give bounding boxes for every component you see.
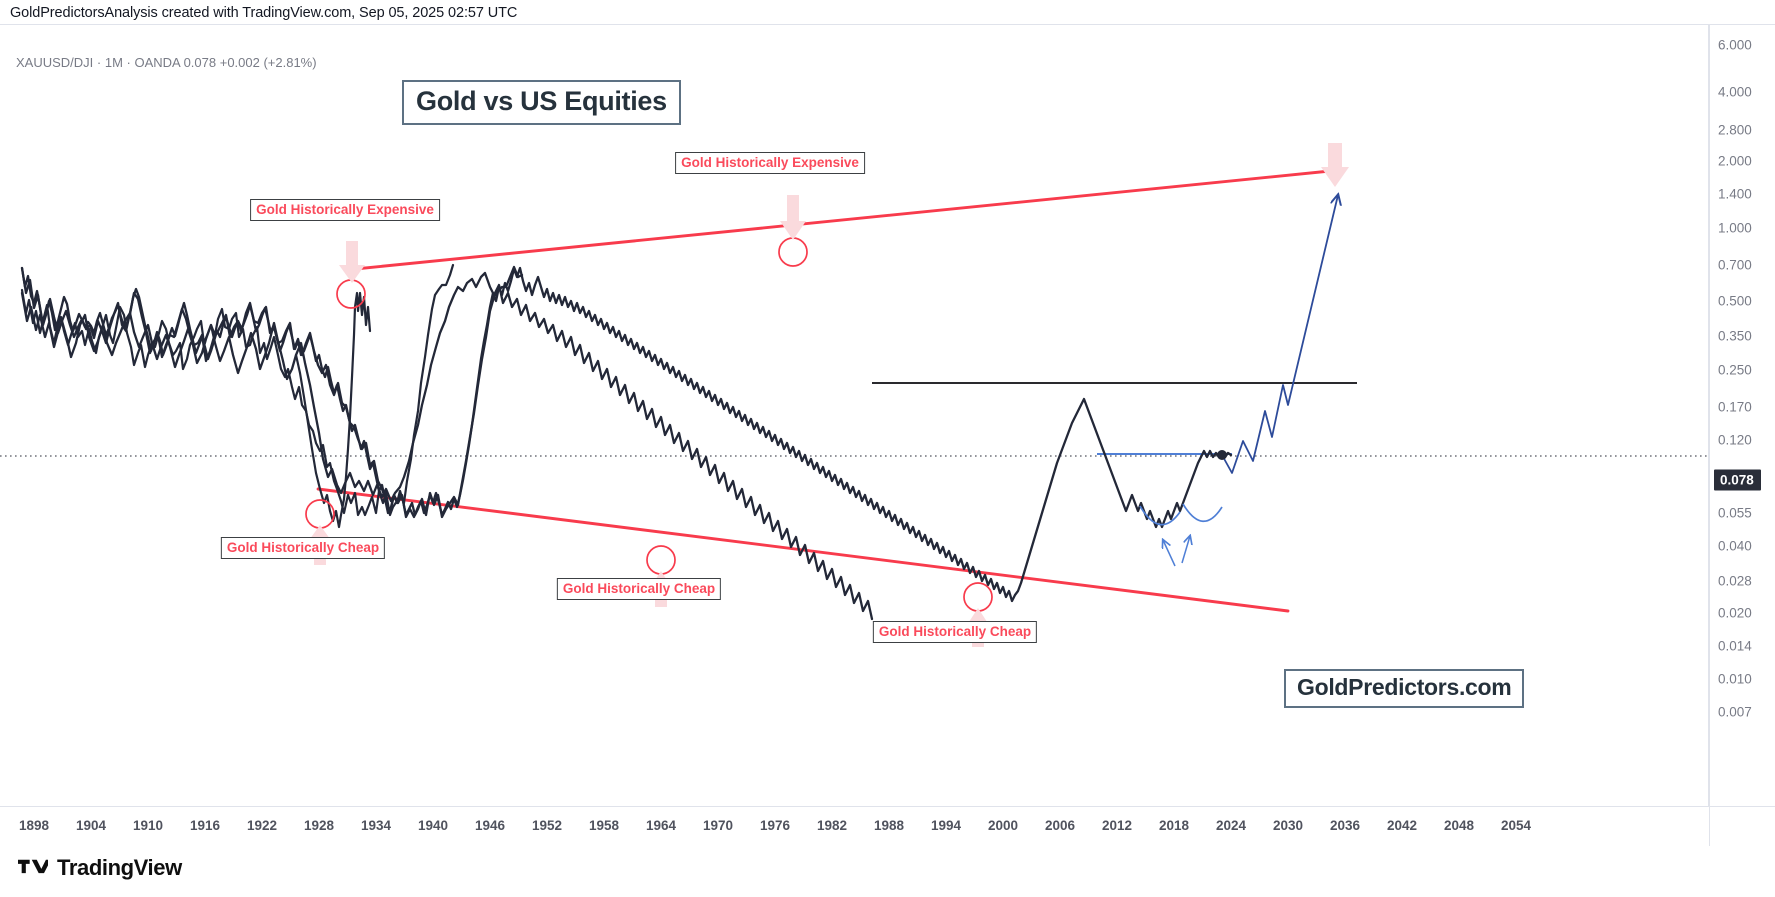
tradingview-logo-text: TradingView: [57, 855, 182, 880]
annotation-cheap-2000: Gold Historically Cheap: [872, 621, 1038, 643]
time-tick: 1898: [18, 818, 50, 833]
tradingview-logo-icon: [18, 859, 48, 873]
annotation-cheap-1932: Gold Historically Cheap: [220, 537, 386, 559]
tradingview-footer: TradingView: [18, 855, 182, 881]
attribution-text: GoldPredictorsAnalysis created with Trad…: [10, 5, 518, 21]
time-tick: 1922: [246, 818, 278, 833]
price-line-left: [20, 271, 874, 621]
bottom-arrow-right: [1181, 536, 1190, 564]
price-tick: 1.000: [1718, 220, 1752, 236]
page-title: Gold vs US Equities: [402, 80, 681, 125]
upper-trendline[interactable]: [343, 168, 1342, 272]
chart-plot-area[interactable]: XAUUSD/DJI · 1M · OANDA 0.078 +0.002 (+2…: [0, 24, 1709, 806]
price-tick: 0.250: [1718, 362, 1752, 378]
time-tick: 1964: [645, 818, 677, 833]
annotation-expensive-1933: Gold Historically Expensive: [250, 199, 440, 221]
price-tick: 0.010: [1718, 671, 1752, 687]
price-tick: 0.055: [1718, 505, 1752, 521]
time-tick: 2018: [1158, 818, 1190, 833]
price-tick: 0.120: [1718, 432, 1752, 448]
time-tick: 1982: [816, 818, 848, 833]
projection-path[interactable]: [1221, 195, 1338, 474]
time-tick: 1976: [759, 818, 791, 833]
time-tick: 2054: [1500, 818, 1532, 833]
price-tick: 0.170: [1718, 399, 1752, 415]
bottom-arrow-left: [1163, 540, 1176, 567]
down-arrow-expensive-1980: [780, 195, 806, 240]
brand-watermark: GoldPredictors.com: [1284, 669, 1525, 708]
legend-text: XAUUSD/DJI · 1M · OANDA 0.078 +0.002 (+2…: [16, 55, 317, 70]
time-tick: 2036: [1329, 818, 1361, 833]
price-1929-1934: [294, 291, 372, 529]
double-bottom-arc-right: [1182, 503, 1223, 523]
time-tick: 1946: [474, 818, 506, 833]
price-tick: 0.700: [1718, 257, 1752, 273]
chart-svg: [0, 143, 1709, 647]
price-tick: 0.350: [1718, 328, 1752, 344]
time-tick: 2048: [1443, 818, 1475, 833]
price-tick: 2.000: [1718, 153, 1752, 169]
price-tick: 2.800: [1718, 122, 1752, 138]
current-price-dot: [1217, 450, 1227, 460]
price-tick: 0.014: [1718, 638, 1752, 654]
marker-cheap-1965[interactable]: [646, 545, 676, 575]
time-tick: 2012: [1101, 818, 1133, 833]
time-tick: 1970: [702, 818, 734, 833]
time-tick: 1988: [873, 818, 905, 833]
time-tick: 1958: [588, 818, 620, 833]
annotation-cheap-1965: Gold Historically Cheap: [556, 578, 722, 600]
chart-legend[interactable]: XAUUSD/DJI · 1M · OANDA 0.078 +0.002 (+2…: [16, 55, 317, 70]
price-axis[interactable]: 6.000 4.000 2.800 2.000 1.400 1.000 0.700 0.500…: [1709, 24, 1775, 806]
price-tick: 1.400: [1718, 186, 1752, 202]
down-arrow-expensive-1933: [339, 241, 365, 283]
double-bottom-arc-left: [1139, 505, 1181, 526]
price-tick: 0.020: [1718, 605, 1752, 621]
price-tick: 0.500: [1718, 293, 1752, 309]
time-tick: 2000: [987, 818, 1019, 833]
time-tick: 2042: [1386, 818, 1418, 833]
price-tick: 0.040: [1718, 538, 1752, 554]
time-tick: 2024: [1215, 818, 1247, 833]
time-tick: 2006: [1044, 818, 1076, 833]
time-tick: 1940: [417, 818, 449, 833]
price-tick: 0.007: [1718, 704, 1752, 720]
marker-cheap-2000[interactable]: [963, 582, 993, 612]
time-tick: 1952: [531, 818, 563, 833]
price-line-detail: [20, 265, 524, 519]
price-tick: 6.000: [1718, 37, 1752, 53]
price-series-group: [20, 263, 455, 517]
price-tick-current: 0.078: [1714, 469, 1761, 491]
time-tick: 1910: [132, 818, 164, 833]
time-tick: 1904: [75, 818, 107, 833]
time-tick: 2030: [1272, 818, 1304, 833]
down-arrow-projection-target: [1321, 143, 1349, 187]
time-axis[interactable]: 1898 1904 1910 1916 1922 1928 1934 1940 1946 1952…: [0, 806, 1709, 846]
annotation-expensive-1980: Gold Historically Expensive: [675, 152, 865, 174]
time-tick: 1916: [189, 818, 221, 833]
price-tick: 0.028: [1718, 573, 1752, 589]
axis-corner: [1709, 806, 1775, 846]
time-tick: 1928: [303, 818, 335, 833]
marker-expensive-1980[interactable]: [778, 237, 808, 267]
time-tick: 1934: [360, 818, 392, 833]
time-tick: 1994: [930, 818, 962, 833]
price-line: [20, 266, 1233, 603]
price-tick: 4.000: [1718, 84, 1752, 100]
